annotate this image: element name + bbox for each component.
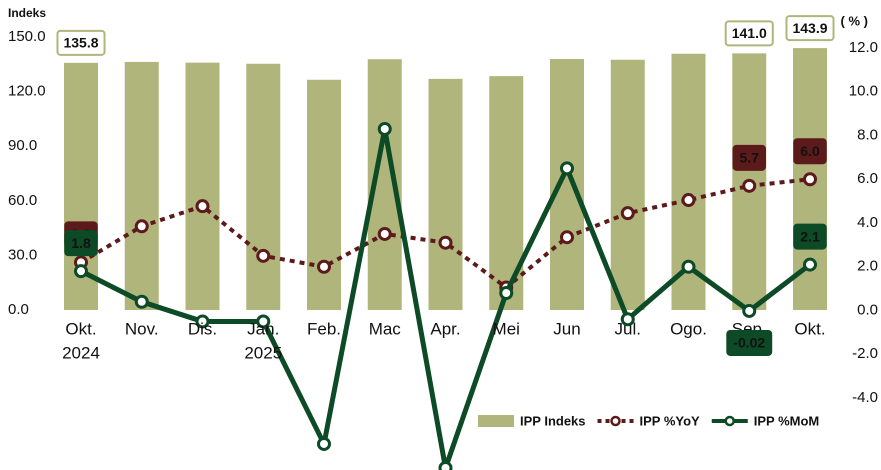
y-tick-label: 150.0 bbox=[8, 28, 46, 45]
x-tick-label: Ogo. bbox=[670, 319, 707, 338]
x-tick-label: Okt. bbox=[794, 319, 825, 338]
legend-label: IPP %YoY bbox=[640, 413, 701, 428]
x-tick-label: Jan. bbox=[247, 319, 279, 338]
bar-label-text: 143.9 bbox=[792, 20, 827, 36]
x-tick-label: Dis. bbox=[188, 319, 217, 338]
line-label-text: -0.02 bbox=[733, 335, 765, 351]
bar bbox=[550, 59, 584, 310]
marker bbox=[377, 121, 392, 136]
x-tick-label: Okt. bbox=[65, 319, 96, 338]
marker bbox=[803, 257, 817, 272]
x-tick-label: Mei bbox=[493, 319, 520, 338]
marker bbox=[681, 259, 696, 274]
x-year-label: 2025 bbox=[244, 343, 282, 362]
marker bbox=[560, 161, 574, 176]
x-tick-label: Feb. bbox=[307, 319, 341, 338]
y-tick-label: 0.0 bbox=[8, 301, 29, 318]
marker bbox=[499, 286, 514, 300]
marker bbox=[195, 199, 210, 214]
x-year-label: 2024 bbox=[62, 343, 100, 362]
line-label-text: 6.0 bbox=[800, 143, 820, 159]
legend-marker bbox=[610, 415, 621, 427]
marker bbox=[560, 230, 574, 245]
marker bbox=[195, 314, 210, 329]
bar-label-text: 135.8 bbox=[63, 35, 98, 51]
x-tick-label: Jun bbox=[553, 319, 580, 338]
line-label-text: 1.8 bbox=[71, 235, 91, 251]
y2-tick-label: -4.0 bbox=[852, 389, 878, 406]
x-tick-label: Jul. bbox=[615, 319, 641, 338]
marker bbox=[742, 303, 757, 318]
y-axis-title: Indeks bbox=[8, 6, 46, 20]
marker bbox=[438, 461, 453, 470]
bar bbox=[428, 78, 463, 310]
y2-tick-label: 12.0 bbox=[849, 39, 878, 56]
line-label-box bbox=[64, 230, 98, 257]
line-label-box bbox=[793, 223, 827, 250]
bar-label-text: 141.0 bbox=[732, 25, 767, 41]
marker bbox=[134, 219, 149, 234]
y-tick-label: 30.0 bbox=[8, 246, 37, 263]
bar bbox=[610, 59, 645, 310]
y2-tick-label: 0.0 bbox=[857, 301, 878, 318]
marker bbox=[438, 235, 453, 250]
marker bbox=[317, 259, 331, 274]
bar bbox=[307, 79, 341, 311]
y2-tick-label: 8.0 bbox=[857, 126, 878, 143]
marker bbox=[256, 248, 271, 263]
line-label-text: 5.7 bbox=[740, 150, 760, 166]
legend-label: IPP Indeks bbox=[520, 413, 586, 428]
marker bbox=[620, 206, 635, 221]
y2-tick-label: 6.0 bbox=[857, 170, 878, 187]
marker bbox=[377, 226, 392, 241]
x-tick-label: Nov. bbox=[125, 319, 159, 338]
marker bbox=[74, 264, 88, 279]
marker bbox=[681, 193, 696, 208]
line-label-box bbox=[793, 138, 827, 165]
bar-label-box bbox=[785, 15, 835, 42]
line-label-text: 2.1 bbox=[800, 228, 820, 244]
bar-label-box bbox=[56, 29, 106, 56]
y2-tick-label: 4.0 bbox=[857, 214, 878, 231]
marker bbox=[742, 178, 757, 193]
bar-label-box bbox=[724, 20, 774, 47]
legend-marker bbox=[724, 415, 735, 427]
y2-axis-title: ( % ) bbox=[841, 13, 868, 28]
marker bbox=[256, 314, 271, 329]
bar bbox=[246, 63, 281, 311]
legend-swatch bbox=[478, 415, 514, 427]
bar bbox=[124, 61, 159, 311]
line-label-box bbox=[726, 329, 773, 356]
marker bbox=[317, 436, 331, 451]
y2-tick-label: 10.0 bbox=[849, 83, 878, 100]
x-tick-label: Apr. bbox=[430, 319, 460, 338]
y-tick-label: 120.0 bbox=[8, 83, 46, 100]
y2-tick-label: -2.0 bbox=[852, 345, 878, 362]
marker bbox=[134, 294, 149, 309]
legend-label: IPP %MoM bbox=[754, 413, 820, 428]
marker bbox=[620, 312, 635, 327]
y-tick-label: 90.0 bbox=[8, 137, 37, 154]
bar bbox=[489, 76, 524, 310]
x-tick-label: Mac bbox=[369, 319, 402, 338]
marker bbox=[803, 172, 817, 187]
y-tick-label: 60.0 bbox=[8, 192, 37, 209]
bar bbox=[185, 62, 220, 310]
line-label-box bbox=[732, 144, 766, 171]
y2-tick-label: 2.0 bbox=[857, 258, 878, 275]
